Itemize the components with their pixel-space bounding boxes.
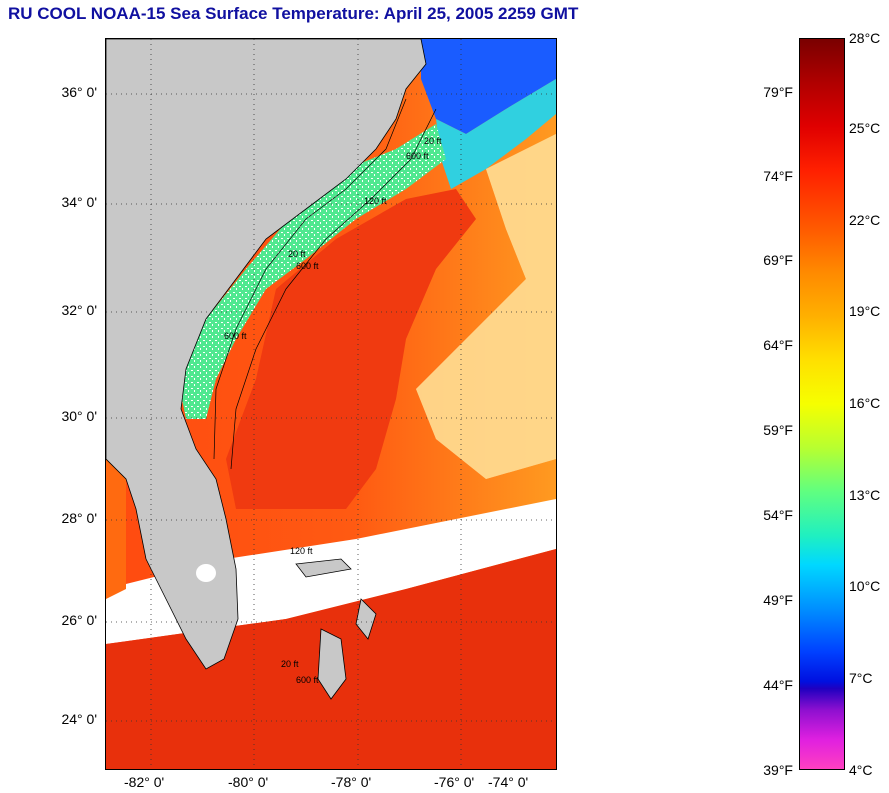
colorbar-fahrenheit-label: 39°F [763, 762, 793, 778]
colorbar-fahrenheit-label: 44°F [763, 677, 793, 693]
latitude-label: 24° 0' [61, 711, 97, 727]
contour-120ft [213, 98, 407, 460]
colorbar-celsius-label: 7°C [849, 670, 873, 686]
gulf-of-mexico-water [106, 459, 126, 599]
contour-label: 20 ft [424, 136, 442, 146]
colorbar-celsius-label: 10°C [849, 578, 881, 594]
colorbar-fahrenheit-label: 69°F [763, 252, 793, 268]
lake-okeechobee [196, 564, 216, 582]
gulf-stream [226, 189, 476, 509]
colorbar-fahrenheit-label: 49°F [763, 592, 793, 608]
colorbar-celsius-label: 25°C [849, 120, 881, 136]
colorbar-celsius-label: 22°C [849, 212, 881, 228]
longitude-label: -80° 0' [228, 774, 269, 790]
contour-label: 20 ft [281, 659, 299, 669]
contour-label: 120 ft [364, 196, 387, 206]
page-title: RU COOL NOAA-15 Sea Surface Temperature:… [8, 4, 579, 23]
contour-label: 600 ft [296, 675, 319, 685]
latitude-label: 34° 0' [61, 194, 97, 210]
contour-label: 600 ft [406, 151, 429, 161]
contour-label: 600 ft [296, 261, 319, 271]
contour-label: 600 ft [224, 331, 247, 341]
colorbar-celsius-label: 19°C [849, 303, 881, 319]
longitude-label: -74° 0' [488, 774, 529, 790]
colorbar-fahrenheit-label: 74°F [763, 168, 793, 184]
colorbar-fahrenheit-label: 59°F [763, 422, 793, 438]
temperature-colorbar [799, 38, 845, 770]
cool-water-band [436, 79, 556, 189]
colorbar-fahrenheit-label: 64°F [763, 337, 793, 353]
colorbar-celsius-label: 28°C [849, 30, 881, 46]
latitude-label: 26° 0' [61, 612, 97, 628]
contour-600ft [230, 108, 437, 470]
contour-label: 120 ft [290, 546, 313, 556]
colorbar-celsius-label: 13°C [849, 487, 881, 503]
longitude-label: -76° 0' [434, 774, 475, 790]
longitude-label: -78° 0' [331, 774, 372, 790]
bahamas-grand-bahama [295, 558, 352, 578]
warm-water-east [416, 134, 556, 479]
colorbar-fahrenheit-label: 79°F [763, 84, 793, 100]
coastal-cloud-speckle [176, 124, 446, 419]
latitude-label: 30° 0' [61, 408, 97, 424]
cold-water-north [421, 39, 556, 134]
land-southeast-us [106, 39, 427, 670]
colorbar-celsius-label: 4°C [849, 762, 873, 778]
map-grid [106, 39, 556, 769]
bahamas-eleuthera [355, 598, 377, 640]
colorbar-fahrenheit-label: 54°F [763, 507, 793, 523]
colorbar-celsius-label: 16°C [849, 395, 881, 411]
longitude-label: -82° 0' [124, 774, 165, 790]
latitude-label: 36° 0' [61, 84, 97, 100]
latitude-label: 28° 0' [61, 510, 97, 526]
cloud-cover-east [416, 134, 556, 479]
latitude-label: 32° 0' [61, 302, 97, 318]
bahamas-andros-island [317, 628, 347, 700]
sst-map-canvas: 20 ft 600 ft 120 ft 600 ft 20 ft 600 ft … [106, 39, 556, 769]
sst-map: 20 ft 600 ft 120 ft 600 ft 20 ft 600 ft … [105, 38, 557, 770]
contour-label: 20 ft [288, 249, 306, 259]
